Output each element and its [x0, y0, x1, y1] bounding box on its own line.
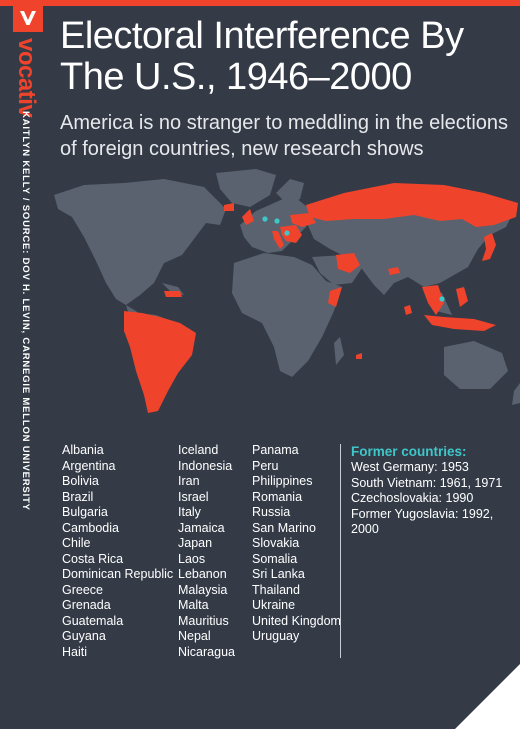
country-item: United Kingdom	[252, 613, 341, 628]
vocativ-logo	[13, 4, 43, 32]
country-list-col1: Albania Argentina Bolivia Brazil Bulgaria Cam…	[62, 443, 173, 660]
country-item: Bolivia	[62, 474, 99, 488]
country-item: Philippines	[252, 474, 313, 488]
uk-highlight	[242, 209, 254, 225]
mauritius-highlight	[356, 353, 362, 359]
page-subtitle: America is no stranger to meddling in th…	[60, 112, 509, 160]
credit-text: KAITLYN KELLY / SOURCE: DOV H. LEVIN, CA…	[20, 111, 31, 511]
country-item: Malaysia	[178, 582, 228, 597]
former-country-item: Czechoslovakia: 1990	[351, 491, 474, 505]
v-logo-icon	[20, 11, 36, 25]
corner-fold	[455, 664, 520, 729]
italy-highlight	[272, 231, 284, 249]
country-item: Nicaragua	[178, 644, 235, 659]
country-item: Laos	[178, 551, 206, 566]
country-item: Somalia	[252, 551, 298, 566]
country-item: Dominican Republic	[62, 567, 174, 581]
country-item: Uruguay	[252, 629, 300, 643]
country-item: Iceland	[178, 443, 219, 457]
country-item: Argentina	[62, 458, 116, 473]
asia	[306, 195, 514, 295]
australia	[444, 341, 508, 389]
page-title: Electoral Interference By The U.S., 1946…	[60, 15, 464, 98]
nepal-highlight	[388, 267, 400, 275]
scandinavia	[276, 179, 304, 205]
country-item: Iran	[178, 474, 200, 488]
country-item: Cambodia	[62, 520, 119, 535]
ukraine-highlight	[290, 213, 316, 227]
africa	[232, 253, 342, 377]
country-item: Lebanon	[178, 567, 227, 581]
new-zealand	[512, 383, 520, 405]
country-item: Malta	[178, 598, 209, 612]
country-item: Sri Lanka	[252, 567, 305, 581]
country-item: Slovakia	[252, 536, 300, 550]
country-item: Brazil	[62, 489, 94, 504]
top-accent-bar	[0, 0, 520, 6]
country-item: Russia	[252, 505, 291, 519]
north-america	[54, 179, 226, 305]
country-item: Greece	[62, 582, 103, 597]
czechoslovakia-marker	[274, 218, 280, 224]
country-item: Guyana	[62, 629, 106, 643]
column-divider	[340, 444, 341, 658]
country-item: Grenada	[62, 598, 111, 612]
japan-highlight	[482, 233, 496, 261]
madagascar	[334, 337, 344, 365]
latin-america-highlight	[124, 311, 196, 413]
country-item: Ukraine	[252, 598, 296, 612]
country-item: Chile	[62, 536, 91, 550]
country-item: Bulgaria	[62, 505, 108, 519]
somalia-highlight	[328, 287, 342, 307]
country-item: Israel	[178, 489, 209, 504]
greenland	[216, 169, 276, 207]
country-item: Costa Rica	[62, 551, 124, 566]
russia-highlight	[306, 183, 518, 227]
brand-name: vocativ	[13, 38, 40, 118]
country-item: Romania	[252, 489, 303, 504]
former-country-item: South Vietnam: 1961, 1971	[351, 475, 503, 490]
country-item: Peru	[252, 458, 279, 473]
credit-line: KAITLYN KELLY / SOURCE: DOV H. LEVIN, CA…	[19, 111, 33, 511]
country-item: Nepal	[178, 629, 211, 643]
philippines-highlight	[456, 287, 468, 307]
former-countries-list: West Germany: 1953 South Vietnam: 1961, 1…	[351, 460, 520, 538]
iran-highlight	[336, 253, 360, 273]
former-country-item: Former Yugoslavia: 1992, 2000	[351, 506, 494, 537]
balkans-highlight	[280, 225, 302, 243]
country-item: Panama	[252, 443, 299, 457]
yugoslavia-marker	[284, 230, 290, 236]
country-list-col3: Panama Peru Philippines Romania Russia San Ma…	[252, 443, 341, 645]
country-item: Indonesia	[178, 458, 233, 473]
country-item: Mauritius	[178, 613, 229, 628]
country-item: Albania	[62, 443, 104, 457]
west-germany-marker	[262, 216, 268, 222]
former-countries-title: Former countries:	[351, 444, 467, 459]
country-item: Guatemala	[62, 613, 124, 628]
country-item: Japan	[178, 536, 213, 550]
country-item: Jamaica	[178, 520, 225, 535]
world-map	[54, 169, 520, 413]
country-item: Thailand	[252, 582, 300, 597]
iceland-highlight	[224, 203, 234, 211]
country-item: San Marino	[252, 520, 316, 535]
former-countries: Former countries: West Germany: 1953 Sout…	[351, 443, 520, 538]
indonesia-highlight	[424, 315, 496, 331]
indochina-highlight	[422, 285, 444, 315]
country-item: Haiti	[62, 644, 88, 659]
south-vietnam-marker	[439, 296, 445, 302]
country-item: Italy	[178, 505, 201, 519]
country-list-col2: Iceland Indonesia Iran Israel Italy Jamaica Ja…	[178, 443, 235, 660]
caribbean-highlight	[164, 291, 182, 297]
sri-lanka-highlight	[404, 305, 412, 315]
former-country-item: West Germany: 1953	[351, 460, 469, 474]
